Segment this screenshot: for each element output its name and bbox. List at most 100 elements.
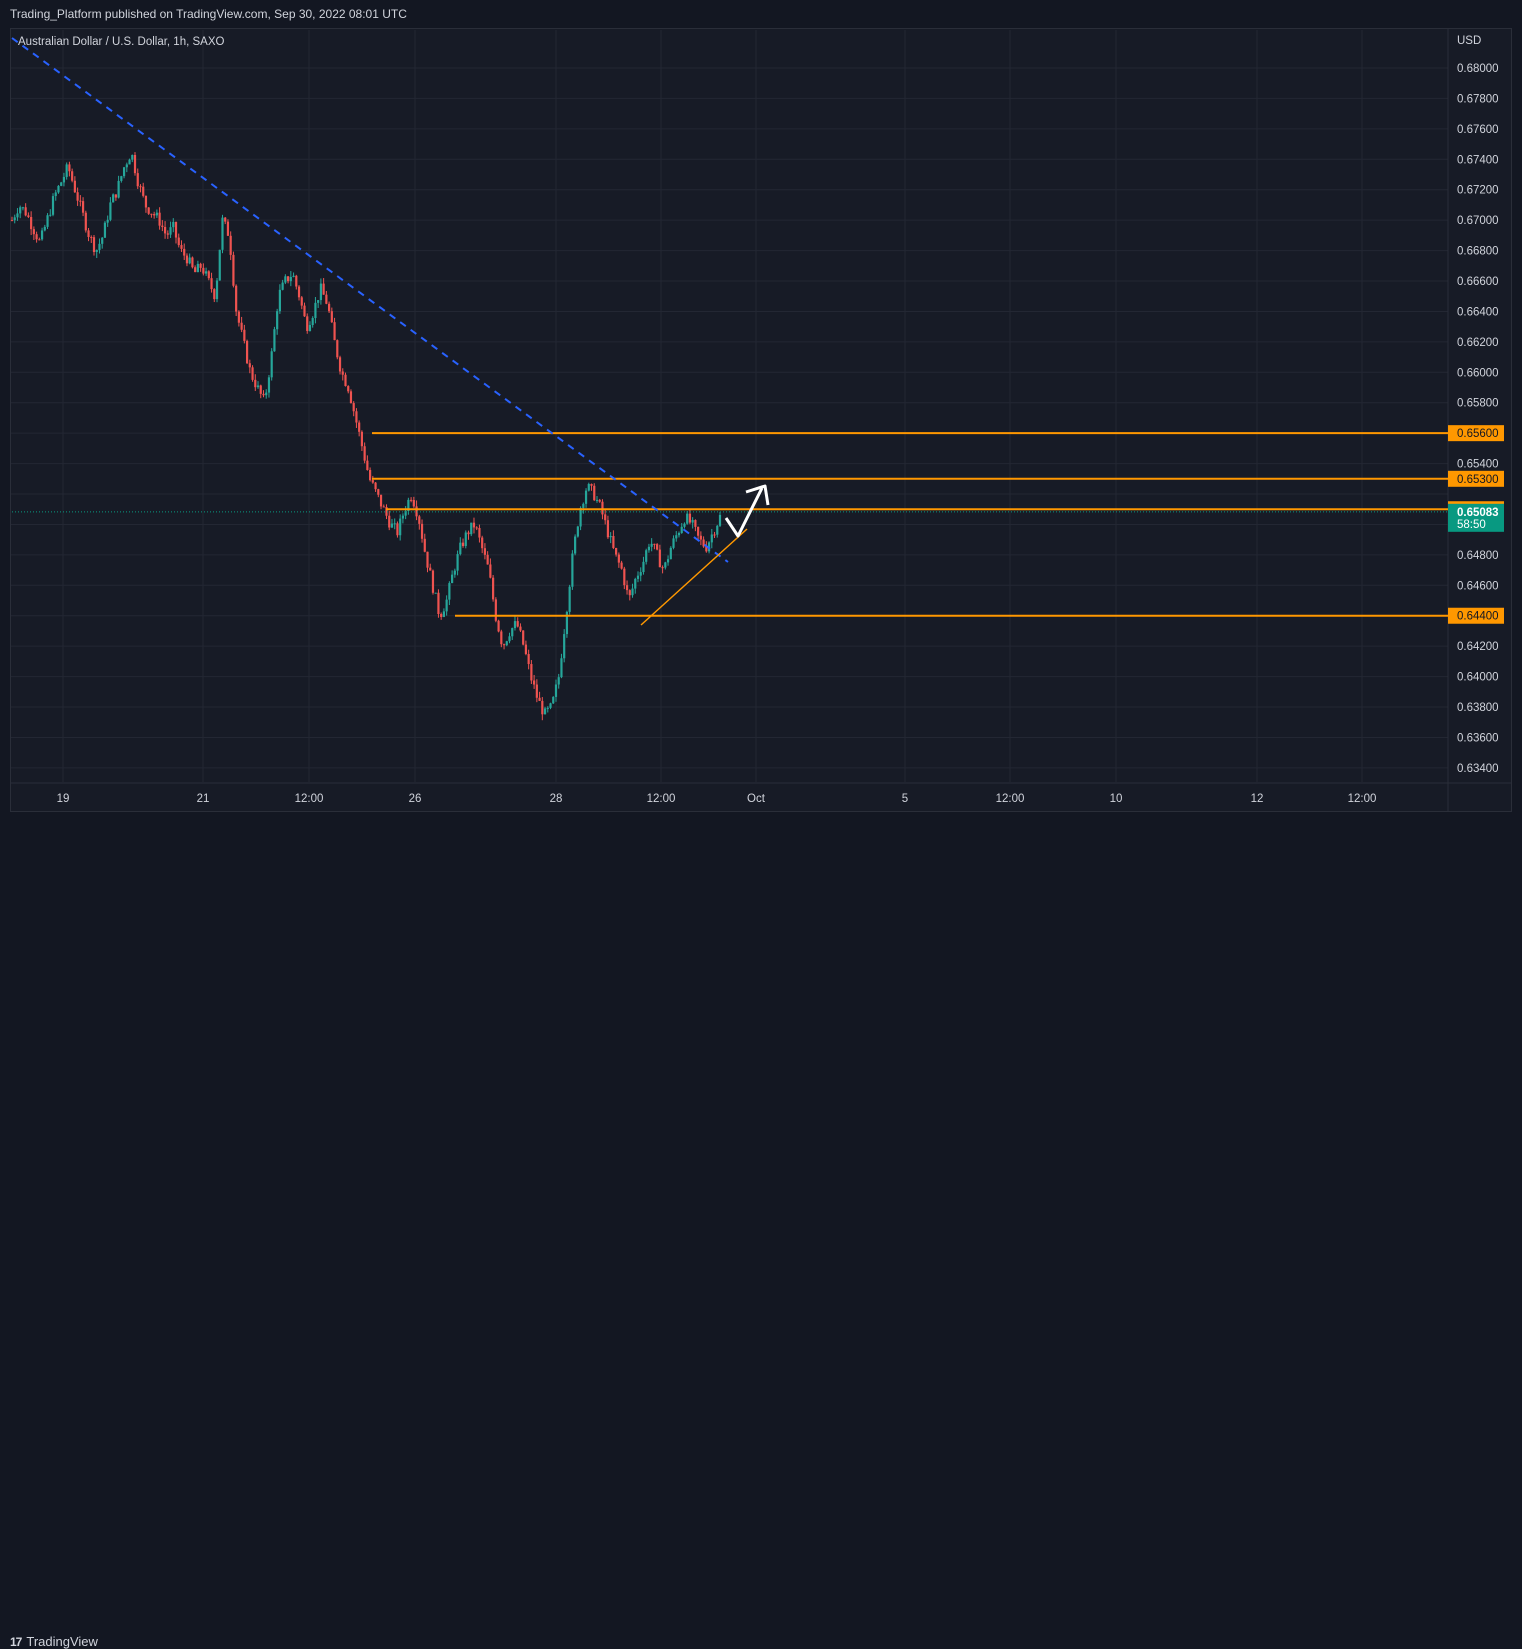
candle-body	[49, 214, 52, 216]
tradingview-logo-icon: 17	[10, 1634, 22, 1649]
candle-body	[349, 391, 353, 404]
tradingview-logo[interactable]: 17 TradingView	[10, 1634, 98, 1649]
candlestick-chart[interactable]: Australian Dollar / U.S. Dollar, 1h, SAX…	[0, 0, 1522, 847]
candle-body	[418, 516, 421, 524]
candle-body	[426, 551, 429, 568]
candle-body	[429, 567, 432, 571]
candle-body	[590, 484, 593, 486]
candle-body	[256, 385, 260, 388]
candle-body	[139, 186, 142, 188]
candle-body	[76, 192, 79, 201]
candle-body	[112, 194, 115, 203]
candle-body	[117, 180, 120, 198]
price-tick-label: 0.66800	[1457, 246, 1499, 258]
candle-body	[177, 237, 180, 246]
candle-body	[352, 403, 355, 412]
header-bar: Trading_Platform published on TradingVie…	[0, 0, 1522, 28]
candle-body	[497, 620, 500, 632]
candle-body	[358, 422, 361, 432]
candle-body	[98, 243, 101, 250]
candle-body	[73, 180, 76, 193]
candle-body	[415, 506, 418, 517]
candle-body	[169, 227, 172, 235]
candle-body	[625, 585, 629, 591]
candle-body	[677, 532, 681, 536]
candle-body	[423, 538, 426, 552]
candle-body	[54, 192, 57, 197]
candle-body	[527, 654, 530, 665]
candle-body	[60, 182, 63, 186]
tradingview-brand: TradingView	[26, 1634, 98, 1649]
candle-body	[259, 385, 262, 394]
candle-body	[101, 237, 104, 244]
candle-body	[16, 213, 19, 218]
price-tick-label: 0.67200	[1457, 185, 1499, 197]
candle-body	[691, 520, 694, 523]
level-label: 0.65300	[1457, 474, 1499, 486]
candle-body	[46, 215, 49, 227]
candle-body	[276, 311, 279, 330]
candle-body	[530, 664, 533, 681]
candle-body	[13, 217, 16, 221]
candle-body	[500, 631, 503, 645]
candle-body	[303, 305, 306, 317]
time-tick-label: 19	[57, 793, 70, 805]
candle-body	[519, 626, 522, 631]
price-tick-label: 0.66000	[1457, 367, 1499, 379]
rising-trendline	[640, 528, 748, 626]
candle-body	[109, 202, 112, 220]
candle-body	[393, 523, 396, 525]
candle-body	[543, 708, 547, 715]
candle-body	[522, 630, 525, 645]
candle-body	[461, 542, 465, 546]
time-tick-label: 5	[902, 793, 908, 805]
candle-body	[546, 707, 549, 709]
candle-body	[584, 490, 588, 504]
price-tick-label: 0.63400	[1457, 763, 1499, 775]
candle-body	[666, 559, 670, 563]
candle-body	[229, 235, 232, 255]
candle-body	[453, 570, 456, 575]
candle-body	[472, 522, 476, 528]
candle-body	[382, 506, 385, 508]
candle-body	[494, 599, 497, 621]
candle-body	[65, 164, 68, 177]
candle-body	[513, 621, 517, 629]
price-axis-currency: USD	[1457, 35, 1481, 47]
candle-body	[210, 278, 213, 290]
chart-title: Australian Dollar / U.S. Dollar, 1h, SAX…	[18, 36, 224, 48]
candle-body	[396, 523, 399, 536]
candle-body	[369, 470, 372, 481]
candle-body	[24, 207, 27, 216]
price-tick-label: 0.64600	[1457, 580, 1499, 592]
candle-body	[612, 535, 615, 548]
candle-body	[456, 554, 459, 571]
chart-area[interactable]	[10, 28, 1512, 812]
candle-body	[158, 212, 161, 226]
candle-body	[554, 684, 558, 697]
candle-body	[311, 318, 314, 326]
candle-body	[232, 254, 235, 286]
candle-body	[142, 186, 145, 196]
candle-body	[131, 154, 134, 160]
candle-body	[347, 386, 350, 392]
candle-body	[669, 547, 672, 560]
time-tick-label: 12:00	[996, 793, 1025, 805]
candle-body	[541, 700, 544, 715]
candle-body	[440, 614, 443, 617]
candle-body	[595, 499, 599, 501]
candle-body	[319, 283, 322, 301]
candle-body	[10, 220, 14, 222]
candle-body	[505, 641, 508, 646]
candle-body	[563, 634, 566, 659]
time-tick-label: 12:00	[1348, 793, 1377, 805]
candle-body	[204, 271, 208, 274]
price-tick-label: 0.66600	[1457, 276, 1499, 288]
price-tick-label: 0.64800	[1457, 550, 1499, 562]
candle-body	[451, 574, 454, 584]
candle-body	[511, 628, 514, 637]
candle-body	[538, 697, 541, 701]
candle-body	[188, 257, 191, 264]
candle-body	[336, 340, 339, 358]
candle-body	[576, 526, 579, 537]
